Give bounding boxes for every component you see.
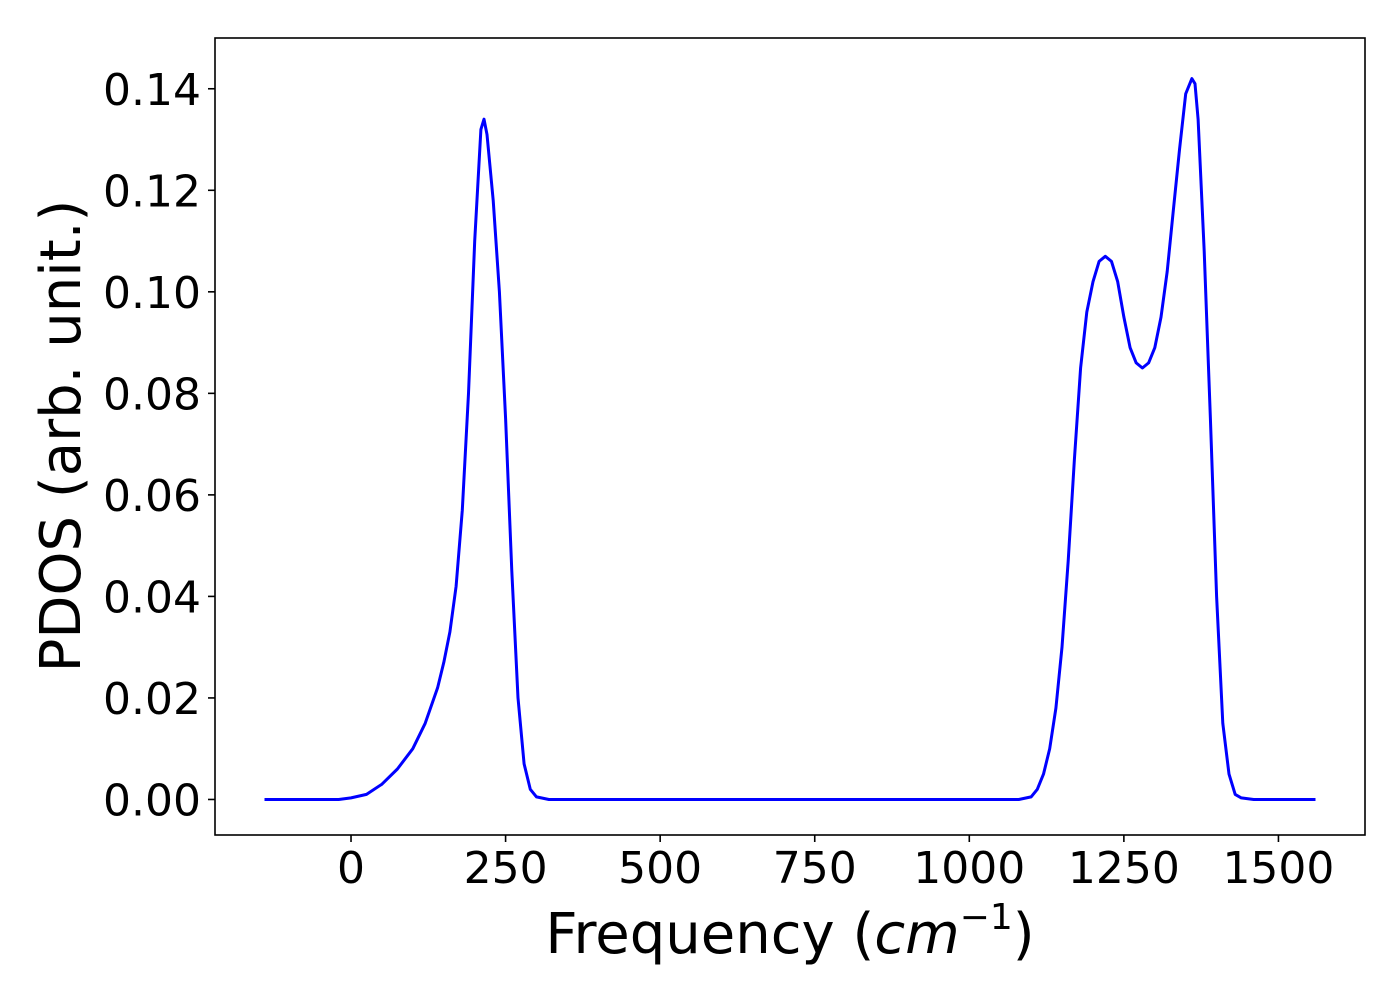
x-tick-label: 750 [773,843,857,894]
x-axis-label-close: ) [1013,902,1035,967]
y-tick-label: 0.14 [103,65,201,116]
y-tick-label: 0.12 [103,166,201,217]
y-tick-label: 0.00 [103,775,201,826]
series-layer [264,77,1316,801]
y-tick-label: 0.06 [103,471,201,522]
y-axis-ticks: 0.00 0.02 0.04 0.06 0.08 0.10 0.12 0.14 [103,65,215,826]
y-tick-label: 0.04 [103,572,201,623]
pdos-series-line [264,77,1316,801]
x-tick-label: 500 [618,843,702,894]
x-tick-label: 0 [337,843,365,894]
y-tick-label: 0.10 [103,268,201,319]
x-axis-label-math: cm [874,902,959,967]
x-tick-label: 1250 [1068,843,1180,894]
x-tick-label: 250 [464,843,548,894]
x-tick-label: 1500 [1222,843,1334,894]
y-tick-label: 0.02 [103,674,201,725]
x-axis-label-exponent: −1 [960,897,1013,938]
y-axis-label: PDOS (arb. unit.) [29,200,94,673]
y-tick-label: 0.08 [103,369,201,420]
plot-frame [214,37,1366,836]
x-tick-label: 1000 [913,843,1025,894]
x-axis-ticks: 0 250 500 750 1000 1250 1500 [337,835,1334,894]
x-axis-label: Frequency (cm−1) [545,897,1034,967]
x-axis-label-text: Frequency ( [545,902,874,967]
